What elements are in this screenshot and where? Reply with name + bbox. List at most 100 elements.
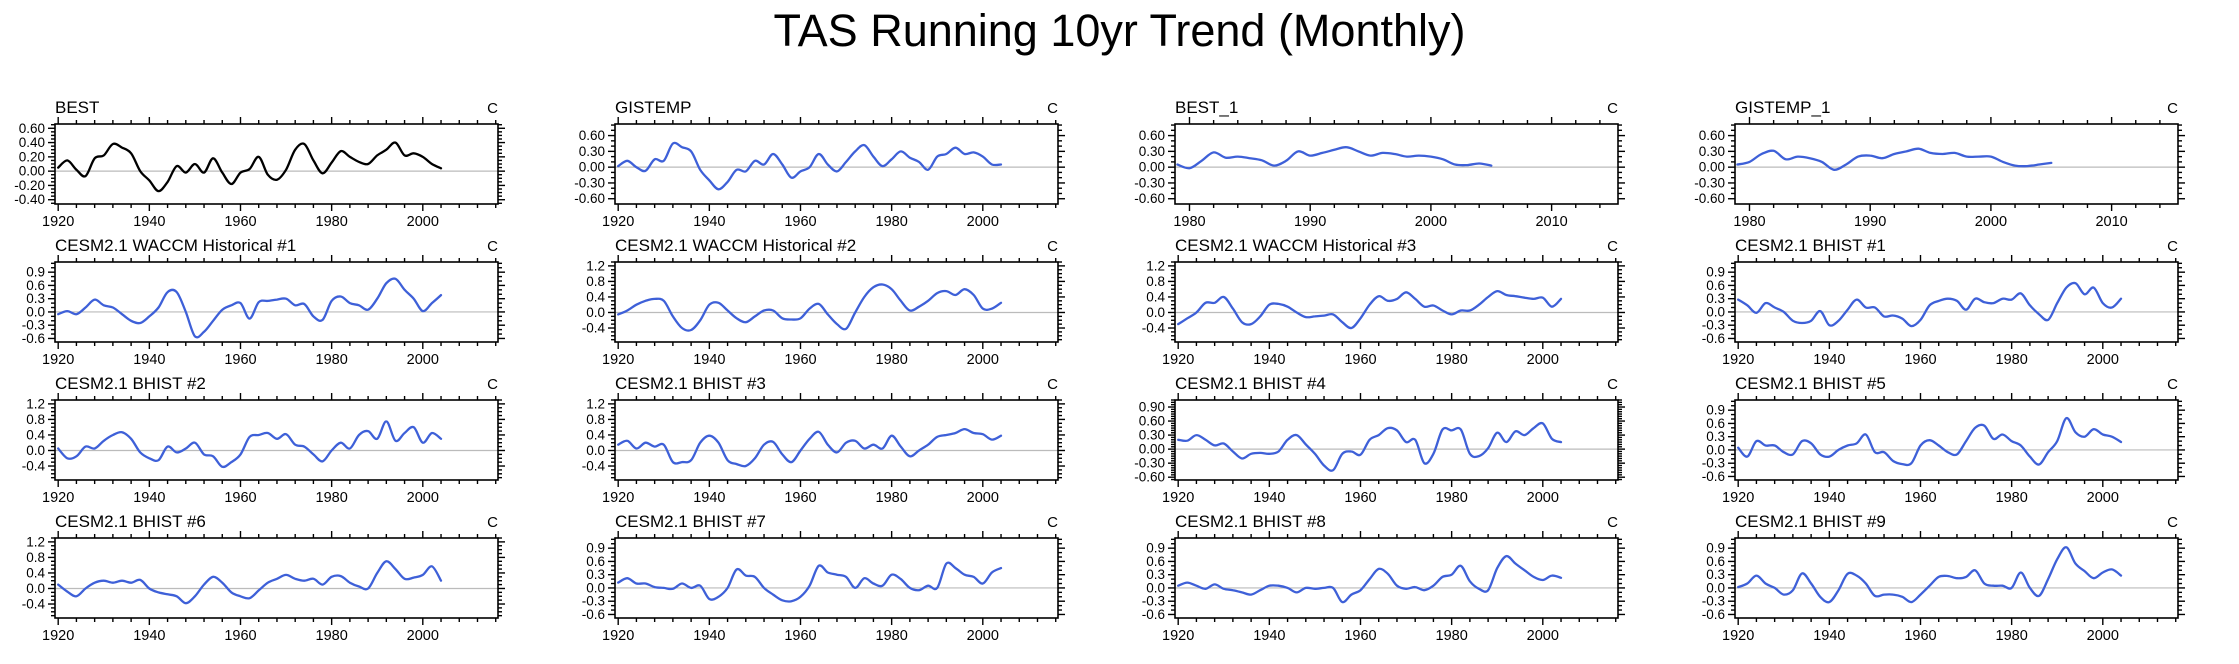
panel-title: CESM2.1 BHIST #1	[1735, 236, 1886, 255]
y-tick-label: 0.0	[26, 443, 45, 458]
y-tick-label: 0.4	[586, 427, 605, 442]
x-tick-label: 2000	[1415, 214, 1447, 230]
x-tick-label: 1920	[42, 628, 74, 644]
y-tick-label: 0.0	[586, 580, 605, 595]
y-tick-label: 0.4	[586, 289, 605, 304]
y-tick-label: -0.4	[22, 597, 46, 612]
y-tick-label: 0.8	[586, 274, 605, 289]
axis-ticks	[1168, 531, 1625, 625]
x-tick-label: 1980	[1996, 352, 2028, 368]
x-tick-label: 1980	[876, 490, 908, 506]
x-tick-label: 2000	[967, 490, 999, 506]
x-tick-label: 1960	[784, 214, 816, 230]
x-tick-label: 1960	[1904, 352, 1936, 368]
x-tick-label: 1980	[1436, 628, 1468, 644]
axis-ticks	[1728, 117, 2185, 211]
chart-svg: CESM2.1 BHIST #6 C 1920 1940 1960 1980 2000 1.2…	[22, 512, 505, 644]
axis-ticks	[1728, 531, 2185, 625]
y-tick-label: 0.0	[1706, 442, 1725, 457]
x-tick-label: 1940	[133, 214, 165, 230]
x-tick-label: 2000	[1975, 214, 2007, 230]
chart-svg: CESM2.1 BHIST #1 C 1920 1940 1960 1980 2000 0.9…	[1702, 236, 2185, 368]
y-tick-label: 0.9	[1706, 265, 1725, 280]
y-tick-label: 0.00	[19, 164, 45, 179]
y-tick-label: 0.3	[1706, 567, 1725, 582]
y-tick-label: -0.4	[582, 459, 606, 474]
y-tick-label: -0.4	[22, 459, 46, 474]
trend-line	[617, 561, 1003, 603]
chart-panel: CESM2.1 BHIST #2 C 1920 1940 1960 1980 2000 1.2…	[0, 368, 560, 508]
y-tick-label: 0.00	[579, 160, 605, 175]
y-tick-label: -0.60	[574, 191, 605, 206]
chart-svg: CESM2.1 BHIST #3 C 1920 1940 1960 1980 2000 1.2…	[582, 374, 1065, 506]
x-tick-label: 1960	[784, 352, 816, 368]
x-tick-label: 1920	[1162, 628, 1194, 644]
y-tick-label: -0.6	[1702, 607, 1725, 622]
chart-svg: CESM2.1 BHIST #9 C 1920 1940 1960 1980 2000 0.9…	[1702, 512, 2185, 644]
x-tick-label: 1960	[784, 490, 816, 506]
y-tick-label: 0.3	[1706, 429, 1725, 444]
axis-ticks	[48, 117, 505, 211]
y-tick-label: 0.00	[1699, 160, 1725, 175]
y-tick-label: -0.3	[582, 594, 605, 609]
y-tick-label: 0.3	[26, 291, 45, 306]
y-tick-label: -0.4	[1142, 321, 1166, 336]
chart-svg: BEST_1 C 1980 1990 2000 2010 0.600.300.00-0.30…	[1134, 98, 1625, 230]
axis-ticks	[1168, 393, 1625, 487]
panel-title: CESM2.1 BHIST #7	[615, 512, 766, 531]
x-tick-label: 1960	[784, 628, 816, 644]
x-tick-label: 1940	[693, 490, 725, 506]
y-tick-label: 0.30	[1699, 144, 1725, 159]
chart-svg: CESM2.1 WACCM Historical #2 C 1920 1940 1960…	[582, 236, 1065, 368]
panel-title: CESM2.1 WACCM Historical #3	[1175, 236, 1416, 255]
x-tick-label: 1980	[876, 628, 908, 644]
x-tick-label: 1920	[602, 352, 634, 368]
chart-panel: CESM2.1 BHIST #9 C 1920 1940 1960 1980 2000 0.9…	[1680, 506, 2239, 646]
y-tick-label: 0.90	[1139, 400, 1165, 415]
x-tick-label: 1920	[1722, 628, 1754, 644]
x-tick-label: 1920	[42, 490, 74, 506]
y-tick-label: 0.0	[1146, 580, 1165, 595]
axis-ticks	[1728, 255, 2185, 349]
chart-panel: GISTEMP_1 C 1980 1990 2000 2010 0.60 0.30 0.00 -0…	[1680, 92, 2239, 232]
x-tick-label: 2000	[2087, 352, 2119, 368]
chart-svg: CESM2.1 BHIST #4 C 1920 1940 1960 1980 2000 0.9…	[1134, 374, 1625, 506]
x-tick-label: 1980	[1436, 352, 1468, 368]
unit-label: C	[2167, 238, 2178, 255]
chart-svg: GISTEMP C 1920 1940 1960 1980 2000 0.600.300.00…	[574, 98, 1065, 230]
unit-label: C	[1047, 376, 1058, 393]
panel-title: CESM2.1 BHIST #3	[615, 374, 766, 393]
y-tick-label: 0.9	[1146, 541, 1165, 556]
x-tick-label: 1920	[602, 214, 634, 230]
x-tick-label: 2000	[1527, 490, 1559, 506]
y-tick-label: 0.40	[19, 135, 45, 150]
y-tick-label: -0.6	[22, 331, 45, 346]
panel-title: CESM2.1 BHIST #8	[1175, 512, 1326, 531]
chart-svg: CESM2.1 BHIST #5 C 1920 1940 1960 1980 2000 0.9…	[1702, 374, 2185, 506]
x-tick-label: 1980	[1996, 490, 2028, 506]
x-tick-label: 2000	[407, 214, 439, 230]
y-tick-label: 0.8	[586, 412, 605, 427]
y-tick-label: 0.30	[579, 144, 605, 159]
axis-ticks	[1168, 117, 1625, 211]
axis-ticks	[608, 117, 1065, 211]
x-tick-label: 1980	[316, 214, 348, 230]
y-tick-label: 0.60	[1139, 414, 1165, 429]
y-tick-label: 1.2	[26, 534, 45, 549]
y-tick-label: -0.60	[1694, 191, 1725, 206]
y-tick-label: -0.6	[582, 607, 605, 622]
unit-label: C	[1607, 100, 1618, 117]
x-tick-label: 1920	[602, 490, 634, 506]
trend-line	[1737, 281, 2123, 328]
chart-panel: BEST_1 C 1980 1990 2000 2010 0.60 0.30 0.00 -0.30…	[1120, 92, 1680, 232]
x-tick-label: 1960	[224, 628, 256, 644]
y-tick-label: 0.20	[19, 149, 45, 164]
chart-svg: CESM2.1 WACCM Historical #3 C 1920 1940 1960…	[1142, 236, 1625, 368]
axis-ticks	[608, 255, 1065, 349]
panel-title: CESM2.1 BHIST #9	[1735, 512, 1886, 531]
x-tick-label: 1920	[1722, 352, 1754, 368]
trend-line	[1177, 554, 1563, 604]
panel-title: CESM2.1 WACCM Historical #1	[55, 236, 296, 255]
y-tick-label: 0.3	[1146, 567, 1165, 582]
x-tick-label: 1980	[1436, 490, 1468, 506]
